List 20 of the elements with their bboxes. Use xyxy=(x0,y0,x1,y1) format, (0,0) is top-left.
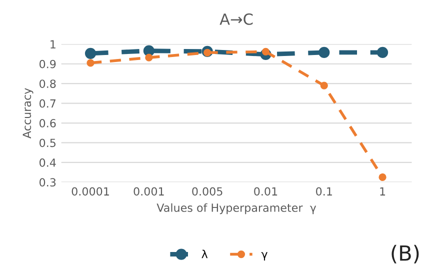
x-tick-label: 0.01 xyxy=(254,187,278,196)
legend-label: λ xyxy=(202,250,208,258)
y-tick-label: 0.9 xyxy=(40,60,56,68)
x-tick-label: 0.0001 xyxy=(72,187,109,196)
y-tick-label: 1 xyxy=(50,40,56,48)
y-tick-label: 0.7 xyxy=(40,99,56,108)
y-tick-label: 0.5 xyxy=(40,138,56,148)
text: (B) xyxy=(392,244,419,264)
y-tick-label: 0.3 xyxy=(40,178,56,187)
chart-title: A→C xyxy=(220,13,253,25)
y-tick-label: 0.8 xyxy=(40,80,56,88)
legend-label: γ xyxy=(261,252,268,260)
y-tick-label: 0.6 xyxy=(40,118,56,128)
y-tick-label: 0.4 xyxy=(40,158,56,167)
x-tick-label: 0.1 xyxy=(316,187,332,196)
x-tick-label: 1 xyxy=(380,187,386,196)
y-axis-title: Accuracy xyxy=(22,88,34,138)
x-tick-label: 0.005 xyxy=(192,187,222,196)
x-axis-title: Values of Hyperparameter γ xyxy=(156,203,316,214)
x-tick-label: 0.001 xyxy=(134,187,164,196)
